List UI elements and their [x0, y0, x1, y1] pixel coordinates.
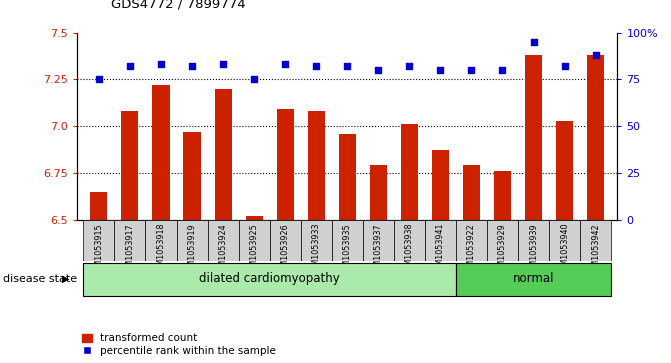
Point [249, 77, 260, 82]
Bar [83, 263, 456, 296]
Text: disease state: disease state [3, 274, 77, 284]
Point [373, 67, 384, 73]
Bar [463, 166, 480, 220]
Bar [239, 220, 270, 261]
Text: GSM1053917: GSM1053917 [125, 223, 134, 277]
Point [435, 67, 446, 73]
Point [156, 62, 166, 68]
Point [217, 62, 228, 68]
Text: normal: normal [513, 272, 554, 285]
Text: GSM1053929: GSM1053929 [498, 223, 507, 277]
Point [125, 64, 136, 69]
Bar [401, 124, 418, 220]
Bar [152, 85, 170, 220]
Text: GSM1053935: GSM1053935 [343, 223, 352, 277]
Bar [339, 134, 356, 220]
Text: GSM1053942: GSM1053942 [591, 223, 600, 277]
Text: GSM1053915: GSM1053915 [95, 223, 103, 277]
Bar [183, 132, 201, 220]
Text: dilated cardiomyopathy: dilated cardiomyopathy [199, 272, 340, 285]
Text: GSM1053922: GSM1053922 [467, 223, 476, 277]
Bar [91, 192, 107, 220]
Text: GSM1053933: GSM1053933 [312, 223, 321, 277]
Bar [525, 55, 542, 220]
Point [280, 62, 291, 68]
Bar [121, 111, 138, 220]
Bar [301, 220, 331, 261]
Bar [83, 220, 115, 261]
Text: GSM1053941: GSM1053941 [436, 223, 445, 277]
Bar [549, 220, 580, 261]
Bar [587, 55, 604, 220]
Bar [487, 220, 518, 261]
Point [466, 67, 477, 73]
Text: ▶: ▶ [62, 274, 69, 284]
Text: GSM1053925: GSM1053925 [250, 223, 258, 277]
Point [404, 64, 415, 69]
Bar [432, 150, 449, 220]
Text: GSM1053938: GSM1053938 [405, 223, 414, 277]
Text: GSM1053924: GSM1053924 [219, 223, 227, 277]
Bar [394, 220, 425, 261]
Text: GSM1053937: GSM1053937 [374, 223, 382, 277]
Bar [246, 216, 262, 220]
Text: GDS4772 / 7899774: GDS4772 / 7899774 [111, 0, 246, 11]
Bar [276, 109, 294, 220]
Text: GSM1053940: GSM1053940 [560, 223, 569, 277]
Bar [270, 220, 301, 261]
Bar [115, 220, 146, 261]
Bar [518, 220, 549, 261]
Bar [308, 111, 325, 220]
Bar [207, 220, 239, 261]
Bar [425, 220, 456, 261]
Bar [215, 89, 231, 220]
Bar [456, 220, 487, 261]
Legend: transformed count, percentile rank within the sample: transformed count, percentile rank withi… [83, 333, 276, 356]
Bar [370, 166, 386, 220]
Bar [146, 220, 176, 261]
Bar [494, 171, 511, 220]
Point [497, 67, 508, 73]
Point [93, 77, 104, 82]
Bar [176, 220, 207, 261]
Bar [363, 220, 394, 261]
Bar [580, 220, 611, 261]
Bar [556, 121, 573, 220]
Point [559, 64, 570, 69]
Point [528, 39, 539, 45]
Text: GSM1053918: GSM1053918 [156, 223, 166, 277]
Text: GSM1053919: GSM1053919 [187, 223, 197, 277]
Bar [331, 220, 363, 261]
Text: GSM1053939: GSM1053939 [529, 223, 538, 277]
Point [187, 64, 197, 69]
Point [342, 64, 353, 69]
Text: GSM1053926: GSM1053926 [280, 223, 290, 277]
Point [311, 64, 321, 69]
Point [590, 52, 601, 58]
Bar [456, 263, 611, 296]
